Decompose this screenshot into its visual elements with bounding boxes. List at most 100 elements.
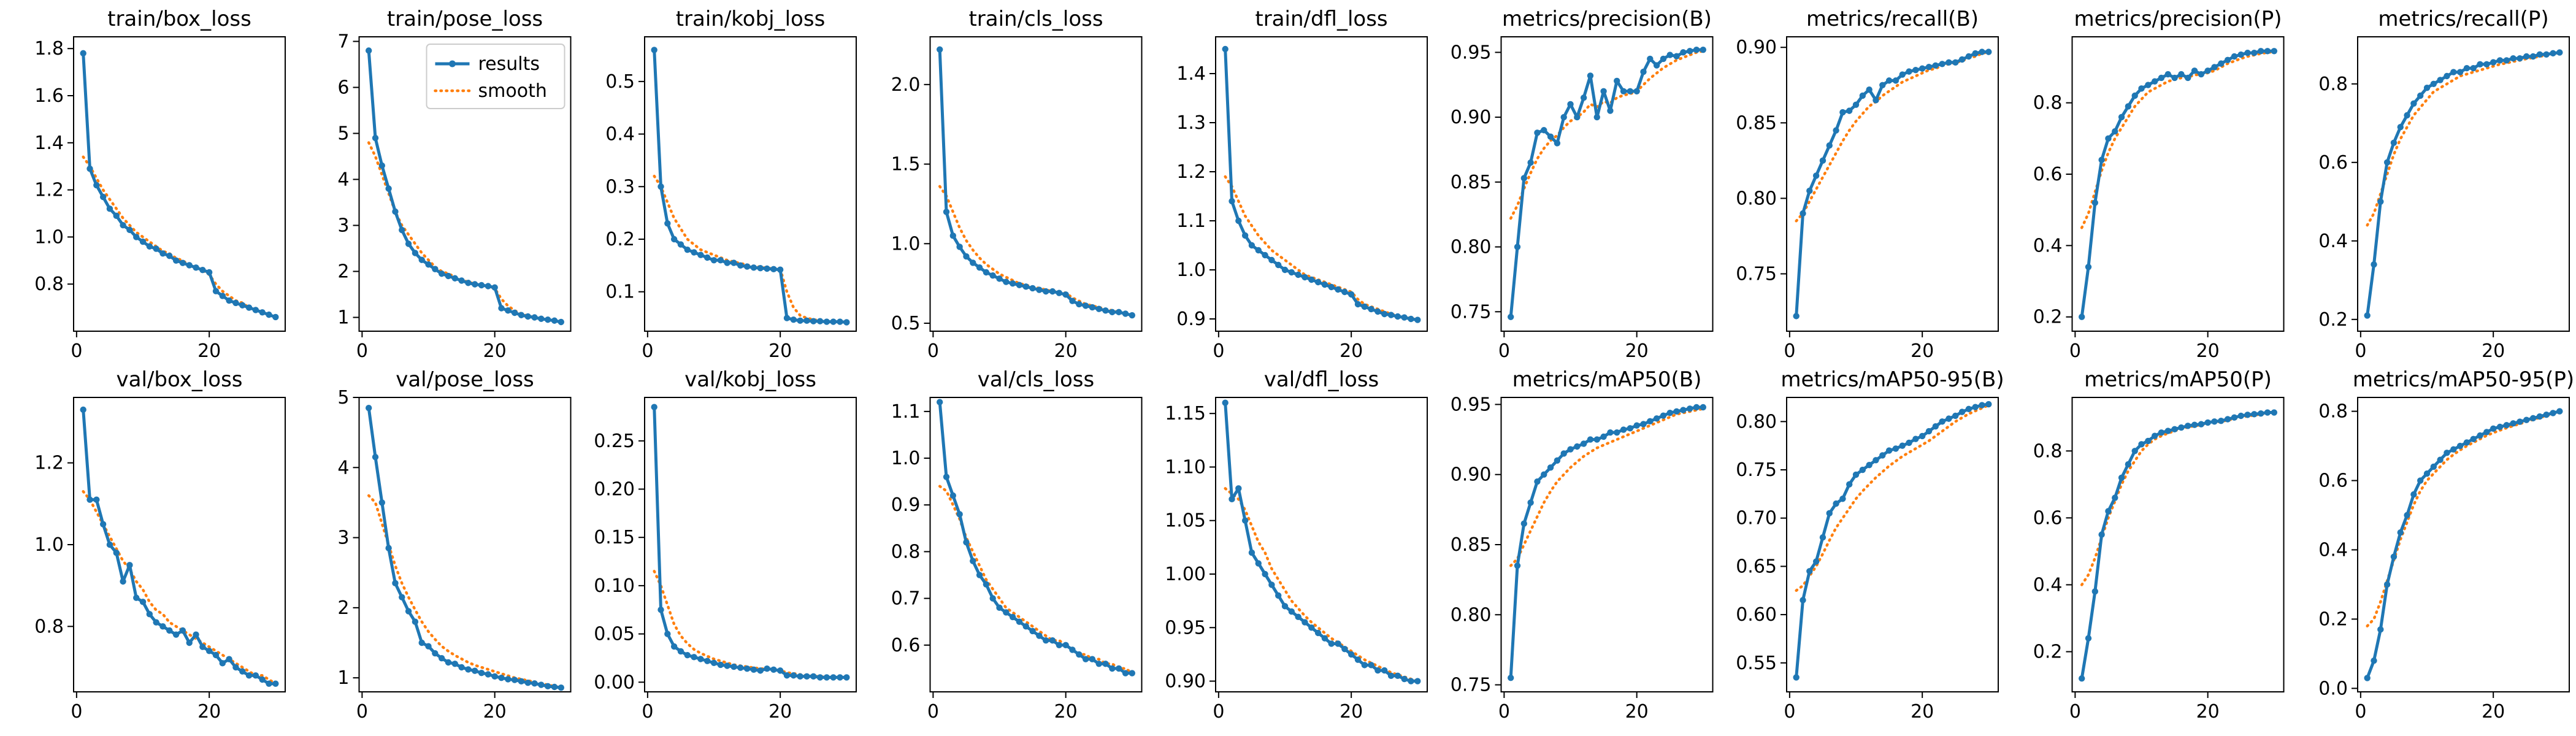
plot-area [1222, 45, 1421, 323]
results-point [1554, 457, 1561, 464]
results-point [2444, 450, 2450, 456]
results-point [2078, 675, 2085, 682]
plot-area [936, 399, 1136, 677]
results-point [1640, 68, 1647, 75]
y-tick-label: 0.8 [34, 274, 64, 295]
results-point [1633, 422, 1640, 429]
results-point [837, 674, 843, 681]
results-point [790, 672, 797, 679]
results-point [1932, 62, 1939, 69]
results-point [2218, 417, 2225, 424]
results-point [252, 672, 259, 679]
subplot-7: metrics/recall(B) 0 20 0.75 0.80 0.85 0.90 [1736, 7, 1999, 362]
y-tick-label: 0.4 [605, 124, 635, 145]
results-point [1043, 637, 1049, 644]
results-line [1509, 405, 1703, 678]
results-point [1939, 418, 1945, 425]
results-point [1514, 562, 1521, 569]
results-point [1527, 499, 1534, 506]
results-point [106, 205, 113, 212]
results-point [724, 259, 730, 266]
y-tick-label: 0.75 [1736, 263, 1777, 285]
results-point [1640, 421, 1647, 427]
results-point [2456, 442, 2464, 450]
results-point [2244, 49, 2251, 56]
results-point [1229, 197, 1235, 205]
results-point [2118, 113, 2125, 121]
results-point [1016, 282, 1023, 288]
x-tick-label: 20 [2196, 701, 2220, 723]
results-point [823, 318, 830, 325]
results-point [2423, 470, 2431, 477]
results-point [1846, 481, 1853, 488]
y-tick-label: 0.95 [1451, 394, 1492, 415]
results-point [531, 680, 538, 687]
results-point [1846, 107, 1853, 114]
results-point [1693, 404, 1700, 411]
results-point [2158, 429, 2165, 436]
results-point [2417, 477, 2424, 484]
results-point [1129, 312, 1136, 319]
results-point [710, 257, 718, 264]
axes-frame [2071, 36, 2285, 332]
y-tick-label: 1.0 [34, 534, 64, 556]
results-point [2404, 512, 2410, 519]
results-point [2503, 421, 2510, 429]
results-point [704, 657, 711, 664]
results-point [378, 499, 386, 506]
smooth-line [1795, 404, 1990, 592]
results-point [983, 581, 990, 588]
results-point [205, 648, 213, 654]
y-tick-label: 0.4 [2033, 574, 2063, 596]
axes-frame [929, 397, 1143, 692]
results-point [651, 47, 657, 53]
y-tick-label: 0.90 [1451, 107, 1492, 128]
results-point [2264, 409, 2271, 416]
results-point [2098, 156, 2105, 163]
results-point [465, 666, 472, 673]
results-point [1514, 243, 1521, 250]
axes-frame [2357, 36, 2570, 332]
y-tick-label: 1.8 [34, 38, 64, 59]
x-tick-label: 20 [1911, 340, 1934, 362]
y-tick-label: 6 [337, 77, 349, 99]
results-point [2510, 420, 2517, 427]
results-point [2450, 69, 2457, 75]
results-point [1885, 447, 1893, 454]
results-point [764, 265, 770, 272]
results-point [737, 664, 744, 671]
plot-area [1793, 48, 1992, 320]
results-point [843, 319, 850, 326]
y-tick-label: 0.00 [594, 672, 635, 693]
results-point [1069, 297, 1076, 304]
results-point [1295, 271, 1301, 278]
plot-area [1507, 46, 1707, 320]
axes-frame [73, 36, 286, 332]
results-point [1381, 667, 1388, 674]
results-point [1308, 276, 1315, 283]
plot-area [365, 404, 565, 691]
results-point [704, 254, 711, 261]
results-point [498, 674, 505, 681]
x-tick-label: 20 [2482, 340, 2505, 362]
results-point [803, 673, 810, 680]
x-tick-label: 20 [1911, 701, 1934, 723]
results-point [518, 678, 525, 685]
results-point [1567, 101, 1574, 108]
results-point [989, 595, 996, 602]
results-point [1985, 48, 1992, 55]
smooth-line [653, 570, 848, 679]
subplot-18: metrics/mAP50-95(P) 0 20 0.0 0.2 0.4 0.6 0.8 [2318, 367, 2574, 723]
results-point [445, 659, 452, 666]
plot-area [936, 46, 1136, 319]
axes-frame [1786, 397, 1999, 692]
results-point [1335, 286, 1341, 293]
results-point [1314, 278, 1322, 286]
results-point [810, 673, 817, 680]
results-point [1793, 313, 1800, 320]
results-point [1089, 656, 1096, 662]
results-point [810, 318, 817, 324]
results-point [1056, 289, 1063, 296]
subplot-title: val/kobj_loss [684, 367, 816, 392]
results-point [956, 511, 963, 518]
